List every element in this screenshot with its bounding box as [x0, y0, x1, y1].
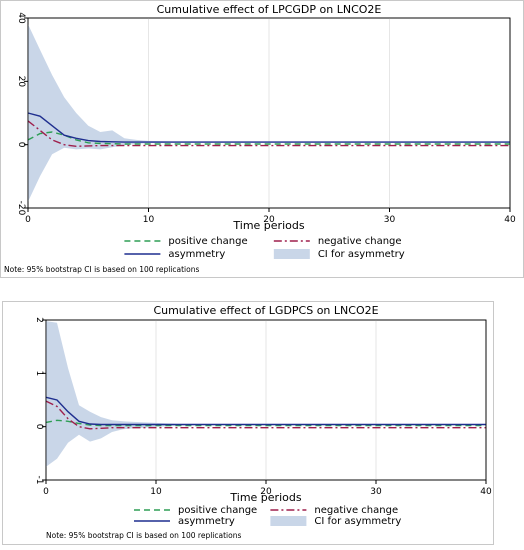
legend-label: negative change	[318, 236, 402, 247]
chart-note: Note: 95% bootstrap CI is based on 100 r…	[4, 265, 199, 274]
y-tick-label: 20	[16, 76, 26, 88]
x-axis-label: Time periods	[229, 491, 301, 504]
x-tick-label: 0	[43, 487, 49, 497]
y-tick-label: -1	[34, 476, 44, 485]
x-tick-label: 30	[384, 215, 396, 225]
legend-key-ci	[270, 516, 307, 526]
x-tick-label: 10	[150, 487, 162, 497]
legend-label: asymmetry	[168, 249, 225, 260]
series-line-negative-change	[45, 400, 486, 430]
x-tick-label: 40	[480, 487, 492, 497]
legend: positive change negative change asymmetry C…	[124, 236, 405, 260]
y-tick-label: 1	[34, 370, 44, 376]
legend-label: positive change	[178, 505, 257, 516]
chart-title: Cumulative effect of LGDPCS on LNCO2E	[153, 304, 378, 317]
series-line-positive-change	[27, 131, 510, 145]
x-tick-label: 40	[504, 215, 516, 225]
legend-label: asymmetry	[178, 516, 235, 527]
x-tick-label: 10	[143, 215, 155, 225]
x-tick-label: 0	[25, 215, 31, 225]
series-line-positive-change	[45, 419, 486, 427]
chart-1: Cumulative effect of LPCGDP on LNCO2E 0 10…	[0, 0, 524, 278]
legend-label: CI for asymmetry	[318, 249, 405, 260]
legend-label: CI for asymmetry	[314, 516, 401, 527]
y-tick-label: 40	[16, 12, 26, 24]
y-tick-label: -20	[16, 201, 26, 216]
x-tick-label: 20	[263, 215, 275, 225]
y-tick-label: 0	[34, 424, 44, 430]
y-tick-label: 0	[16, 142, 26, 148]
legend: positive change negative change asymmetry C…	[134, 505, 401, 527]
chart-title: Cumulative effect of LPCGDP on LNCO2E	[157, 3, 382, 16]
x-tick-label: 20	[260, 487, 272, 497]
chart-note: Note: 95% bootstrap CI is based on 100 r…	[46, 531, 241, 540]
y-tick-label: 2	[34, 317, 44, 323]
series-line-asymmetry	[27, 112, 510, 143]
legend-key-ci	[273, 249, 310, 259]
legend-label: negative change	[314, 505, 398, 516]
x-tick-label: 30	[370, 487, 382, 497]
series-line-asymmetry	[45, 396, 486, 426]
x-axis-label: Time periods	[232, 219, 304, 232]
legend-label: positive change	[168, 236, 247, 247]
